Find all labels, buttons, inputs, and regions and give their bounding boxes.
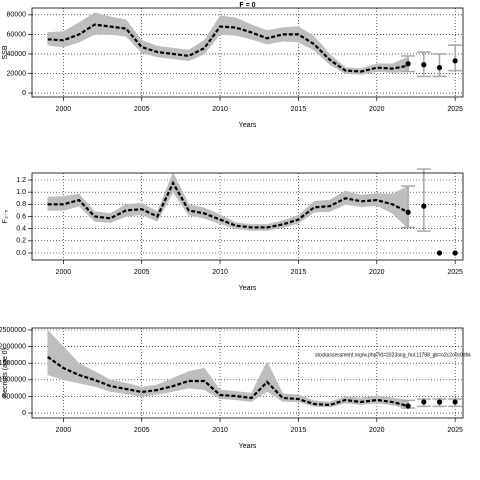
y-tick-label: 0.0 bbox=[16, 250, 26, 257]
x-axis-label: Years bbox=[239, 122, 257, 129]
forecast-point bbox=[405, 61, 411, 67]
forecast-point bbox=[452, 250, 458, 256]
confidence-band bbox=[78, 12, 95, 43]
confidence-band bbox=[345, 396, 362, 405]
confidence-band bbox=[251, 361, 268, 403]
y-tick-label: 0.4 bbox=[16, 226, 26, 233]
x-tick-label: 2010 bbox=[212, 106, 228, 113]
forecast-point bbox=[436, 399, 443, 405]
forecast-point bbox=[436, 65, 443, 71]
confidence-band bbox=[329, 53, 346, 74]
confidence-band bbox=[219, 15, 236, 36]
y-tick-label: 0 bbox=[22, 410, 26, 417]
x-tick-label: 2015 bbox=[291, 269, 307, 276]
x-tick-label: 2005 bbox=[134, 269, 150, 276]
confidence-band bbox=[188, 39, 205, 62]
forecast-point bbox=[421, 203, 427, 209]
y-tick-label: 1000000 bbox=[0, 377, 26, 384]
y-tick-label: 2000000 bbox=[0, 343, 26, 350]
x-tick-label: 2010 bbox=[212, 427, 228, 434]
y-tick-label: 1500000 bbox=[0, 360, 26, 367]
y-tick-label: 500000 bbox=[3, 393, 26, 400]
y-tick-label: 60000 bbox=[7, 31, 27, 38]
y-tick-label: 1.2 bbox=[16, 177, 26, 184]
x-tick-label: 2005 bbox=[134, 106, 150, 113]
y-tick-label: 80000 bbox=[7, 12, 27, 19]
confidence-band bbox=[204, 14, 221, 55]
confidence-band bbox=[157, 45, 174, 60]
confidence-band bbox=[392, 185, 409, 230]
y-tick-label: 20000 bbox=[7, 70, 27, 77]
x-tick-label: 2000 bbox=[56, 427, 72, 434]
confidence-band bbox=[94, 12, 111, 35]
plot-frame bbox=[31, 7, 464, 98]
y-tick-label: 0.6 bbox=[16, 213, 26, 220]
confidence-band bbox=[63, 345, 80, 384]
annotation: stockassessment.org/w.php?id=2023ang_hol… bbox=[315, 352, 471, 358]
confidence-band bbox=[63, 193, 80, 211]
confidence-band bbox=[188, 367, 205, 391]
x-tick-label: 2025 bbox=[447, 427, 463, 434]
estimate-line bbox=[47, 355, 409, 408]
y-axis-label: Recruits (age 0) bbox=[2, 348, 9, 398]
confidence-band bbox=[157, 172, 174, 222]
confidence-band bbox=[376, 193, 393, 214]
x-tick-label: 2015 bbox=[291, 427, 307, 434]
chart-title: F = 0 bbox=[239, 2, 255, 9]
estimate-line bbox=[47, 23, 409, 73]
confidence-band bbox=[345, 67, 362, 75]
x-tick-label: 2025 bbox=[447, 106, 463, 113]
confidence-band bbox=[157, 377, 174, 395]
forecast-point bbox=[436, 250, 443, 256]
x-tick-label: 2015 bbox=[291, 106, 307, 113]
y-tick-label: 0.2 bbox=[16, 238, 26, 245]
x-tick-label: 2020 bbox=[369, 106, 385, 113]
confidence-band bbox=[329, 190, 346, 213]
confidence-band bbox=[172, 172, 189, 217]
x-tick-label: 2000 bbox=[56, 106, 72, 113]
x-tick-label: 2025 bbox=[447, 269, 463, 276]
x-tick-label: 2020 bbox=[369, 269, 385, 276]
forecast-point bbox=[452, 58, 458, 64]
y-tick-label: 1.0 bbox=[16, 189, 26, 196]
confidence-band bbox=[47, 329, 64, 381]
forecast-point bbox=[421, 62, 427, 68]
forecast-point bbox=[452, 399, 458, 405]
confidence-band bbox=[141, 202, 158, 222]
x-tick-label: 2005 bbox=[134, 427, 150, 434]
forecast-point bbox=[421, 399, 427, 405]
confidence-band bbox=[251, 224, 268, 231]
y-axis-label: F₂₋₅ bbox=[2, 210, 9, 224]
y-axis-label: SSB bbox=[2, 45, 9, 59]
y-tick-label: 2500000 bbox=[0, 327, 26, 334]
y-tick-label: 0 bbox=[22, 90, 26, 97]
y-tick-label: 0.8 bbox=[16, 201, 26, 208]
x-tick-label: 2020 bbox=[369, 427, 385, 434]
forecast-point bbox=[405, 403, 411, 409]
x-axis-label: Years bbox=[239, 285, 257, 292]
confidence-band bbox=[251, 24, 268, 45]
x-axis-label: Years bbox=[239, 443, 257, 450]
forecast-point bbox=[405, 209, 411, 215]
x-tick-label: 2000 bbox=[56, 269, 72, 276]
plot-frame bbox=[31, 327, 464, 419]
plot-frame bbox=[31, 172, 464, 261]
estimate-line bbox=[47, 180, 409, 229]
x-tick-label: 2010 bbox=[212, 269, 228, 276]
y-tick-label: 40000 bbox=[7, 51, 27, 58]
